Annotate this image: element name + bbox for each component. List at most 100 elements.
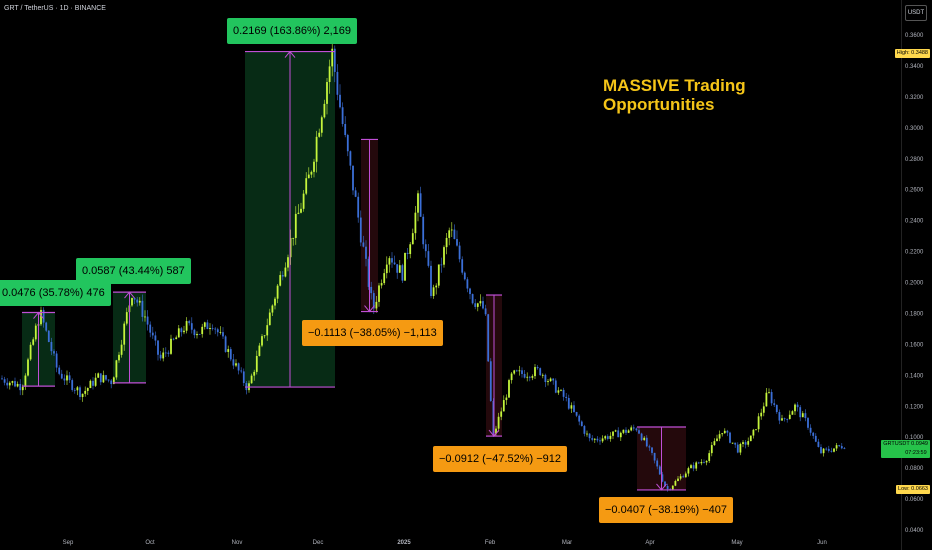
candle-body	[19, 383, 22, 391]
candle-body	[318, 132, 321, 137]
candle-body	[235, 363, 237, 366]
high-label: High	[896, 50, 909, 56]
candle-body	[638, 430, 640, 434]
candle-body	[370, 286, 373, 294]
candle-body	[768, 392, 770, 393]
candle-body	[456, 239, 458, 246]
candle-body	[466, 279, 469, 289]
price-axis[interactable]	[901, 0, 932, 550]
candle-body	[102, 375, 105, 383]
candle-body	[492, 401, 495, 434]
headline-line-1: MASSIVE Trading	[603, 76, 746, 95]
candle-body	[346, 135, 349, 152]
measure-arrowhead	[656, 483, 667, 491]
currency-selector[interactable]: USDT	[905, 5, 927, 21]
candle-body	[560, 389, 562, 391]
y-tick-label: 0.2200	[905, 250, 924, 256]
candle-body	[287, 257, 289, 268]
candle-body	[539, 368, 542, 376]
candle-body	[567, 398, 570, 409]
candle-body	[463, 272, 466, 280]
candle-body	[115, 360, 118, 378]
candle-body	[92, 380, 94, 386]
candle-body	[209, 327, 211, 330]
candle-body	[211, 327, 214, 329]
candle-body	[14, 381, 16, 387]
candle-body	[476, 303, 479, 307]
candle-body	[380, 283, 383, 286]
y-tick-label: 0.0800	[905, 466, 924, 472]
candle-body	[840, 446, 843, 449]
candle-body	[198, 334, 201, 335]
candle-body	[149, 324, 152, 333]
candle-body	[302, 193, 305, 209]
candle-body	[635, 428, 638, 431]
candle-body	[526, 376, 529, 378]
candle-body	[71, 380, 74, 390]
candle-body	[419, 193, 422, 217]
candle-body	[391, 258, 393, 263]
y-tick-label: 0.3400	[905, 64, 924, 70]
candle-body	[196, 334, 198, 336]
candle-body	[448, 230, 451, 238]
y-tick-label: 0.3600	[905, 33, 924, 39]
candle-body	[586, 433, 588, 435]
candle-body	[752, 429, 755, 436]
candle-body	[378, 285, 380, 302]
candle-body	[60, 373, 63, 379]
candle-body	[219, 332, 222, 333]
measure-label-4: −0.1113 (−38.05%) −1,113	[302, 320, 443, 346]
candle-body	[305, 178, 308, 194]
low-value: 0.0663	[911, 486, 928, 492]
candle-body	[648, 446, 651, 448]
candle-body	[383, 273, 386, 284]
candle-body	[206, 322, 209, 330]
candle-body	[279, 275, 282, 286]
candle-body	[500, 411, 503, 417]
candle-body	[89, 380, 92, 389]
candle-body	[167, 352, 170, 354]
candle-body	[55, 353, 58, 368]
candle-body	[502, 400, 505, 412]
candle-body	[354, 190, 357, 197]
candle-body	[625, 429, 627, 433]
candle-body	[630, 427, 633, 431]
candle-body	[193, 329, 196, 336]
candle-body	[614, 430, 617, 432]
candle-body	[120, 344, 123, 355]
low-price-tag: Low: 0.0663	[896, 485, 930, 494]
candle-body	[547, 381, 549, 383]
candle-body	[528, 376, 531, 378]
candle-body	[835, 445, 838, 449]
candle-body	[27, 359, 29, 376]
candle-body	[482, 301, 484, 309]
candle-body	[765, 392, 768, 407]
candle-body	[770, 392, 773, 404]
candle-body	[716, 438, 718, 442]
candle-body	[825, 448, 828, 450]
candle-body	[367, 258, 370, 287]
candle-body	[653, 452, 656, 461]
candle-body	[734, 442, 737, 445]
current-price-tag: GRTUSDT 0.0949 07:23:59	[881, 440, 930, 458]
candle-body	[510, 373, 513, 381]
candle-body	[651, 447, 653, 453]
candle-body	[658, 466, 661, 475]
high-value: 0.3488	[911, 50, 928, 56]
candle-body	[661, 474, 664, 482]
candle-body	[838, 445, 841, 447]
x-tick-label: Oct	[145, 540, 155, 546]
candle-body	[222, 332, 224, 337]
candle-body	[814, 435, 817, 442]
candle-body	[237, 363, 240, 371]
x-tick-label: Apr	[645, 540, 654, 546]
candle-body	[11, 381, 14, 383]
candle-body	[183, 330, 185, 333]
y-tick-label: 0.2000	[905, 281, 924, 287]
candle-body	[242, 371, 245, 384]
candle-body	[336, 71, 339, 95]
candle-body	[812, 432, 815, 436]
candle-body	[580, 421, 583, 427]
